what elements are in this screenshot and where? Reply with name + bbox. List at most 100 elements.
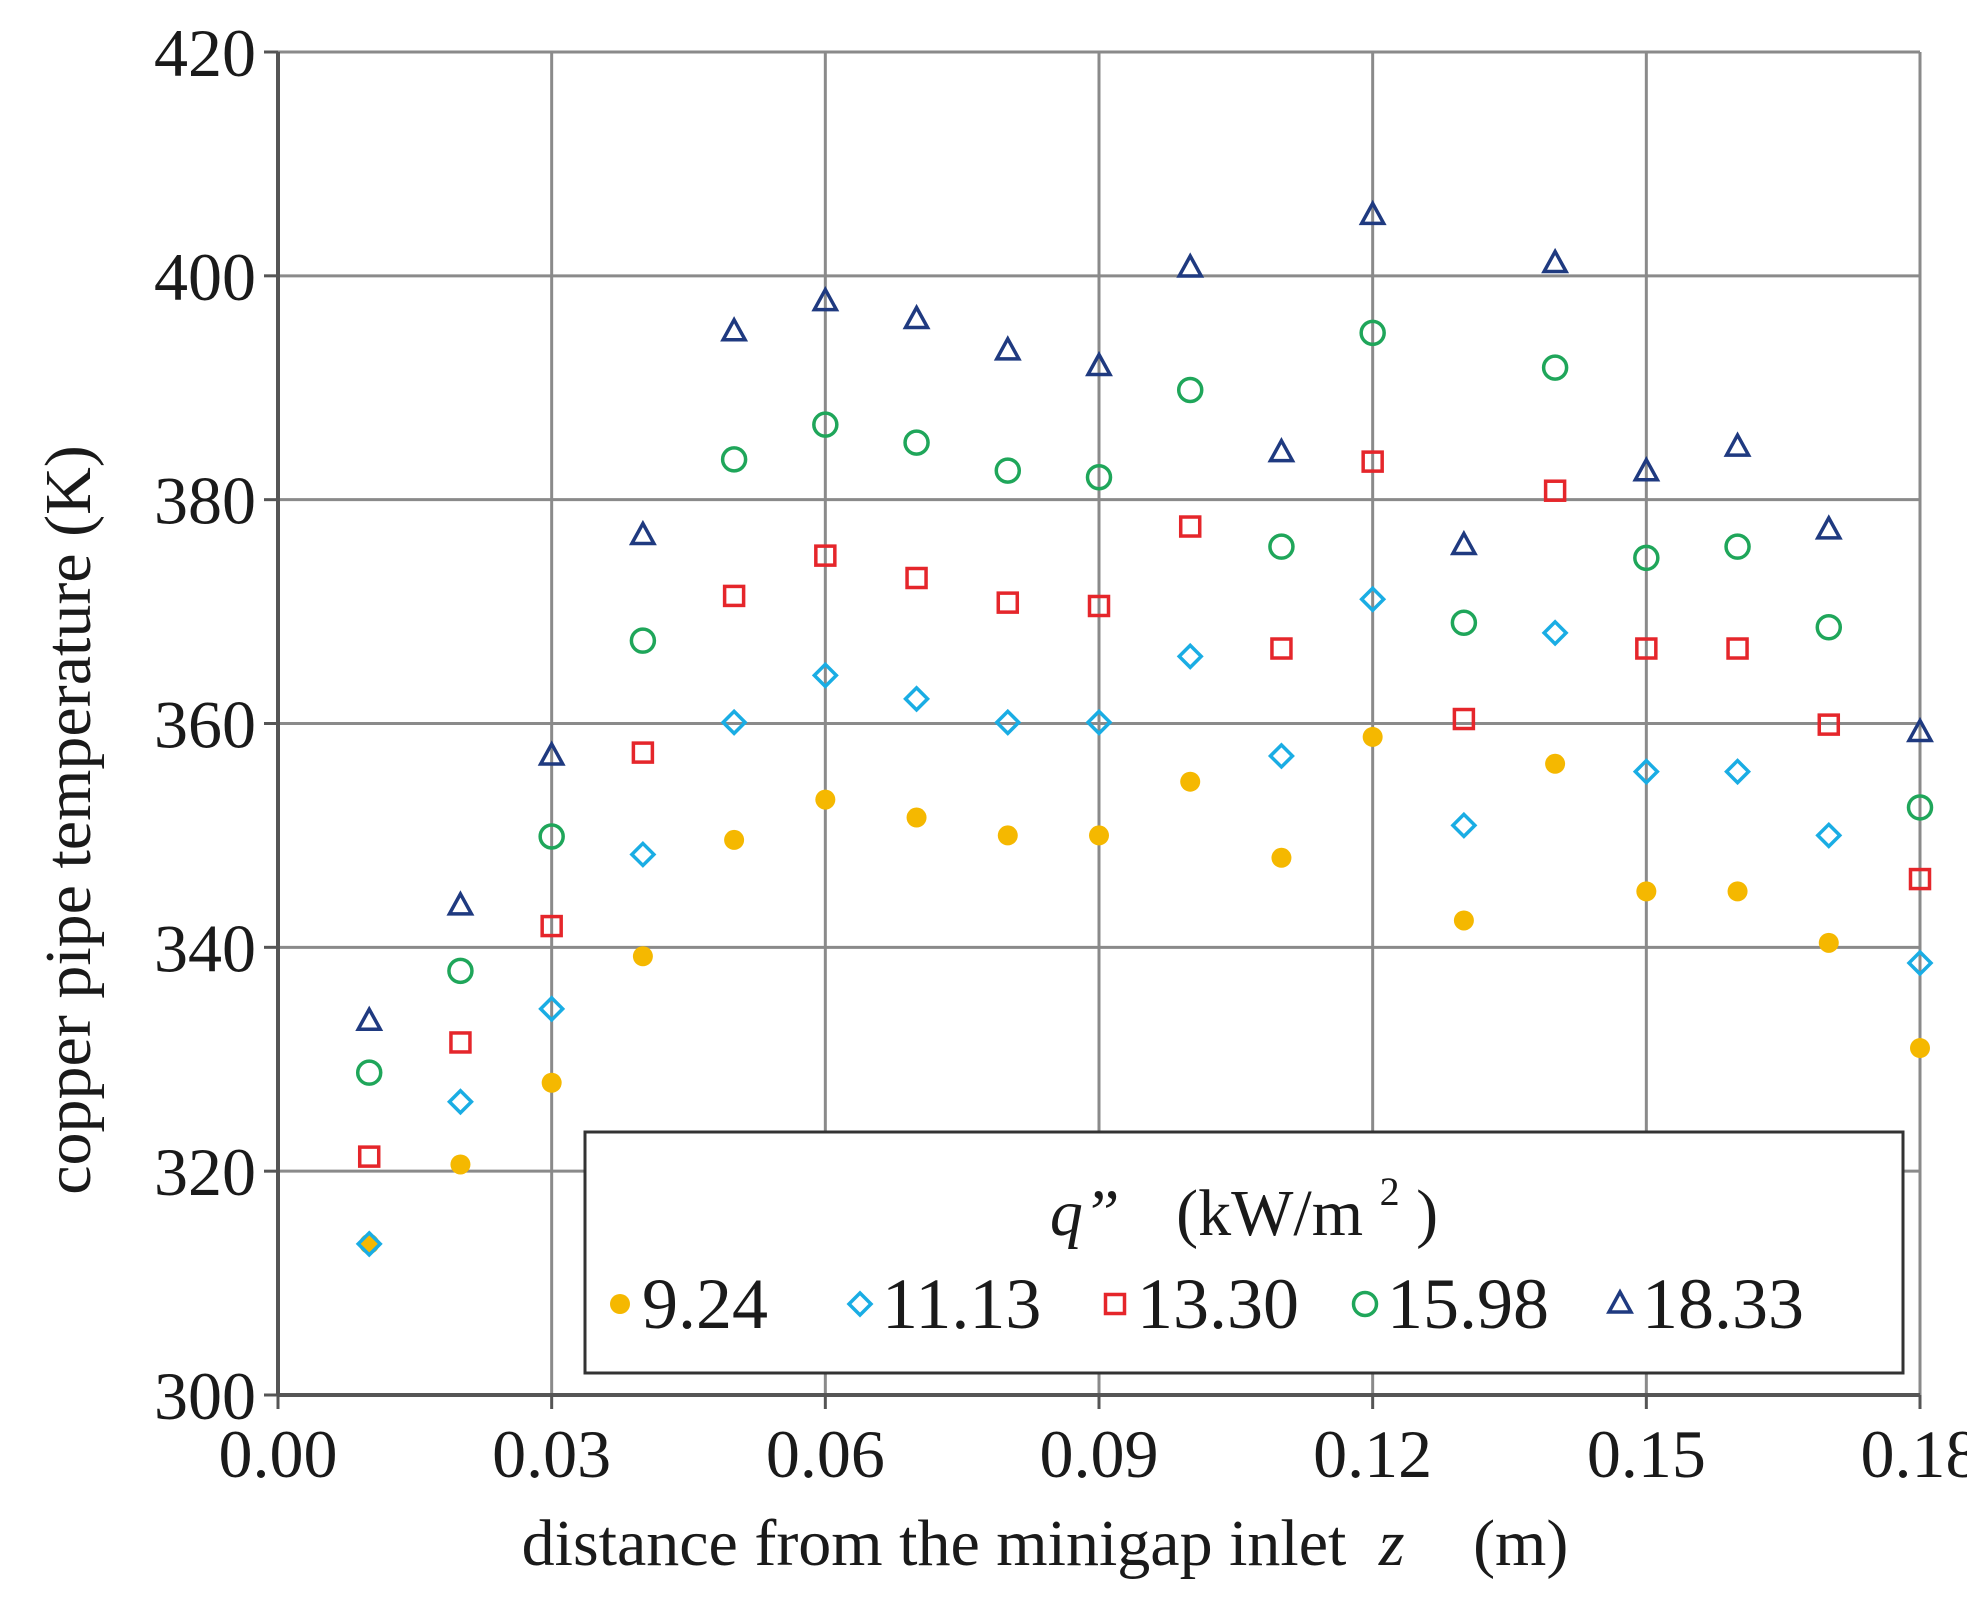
legend-item: 13.30	[1103, 1264, 1299, 1344]
data-point	[724, 829, 745, 850]
data-point	[1815, 821, 1843, 849]
x-axis-title: distance from the minigap inlet z (m)	[522, 1507, 1569, 1580]
data-point	[1268, 533, 1295, 560]
data-point	[1727, 881, 1748, 902]
legend-title-unit-sup: 2	[1380, 1169, 1400, 1214]
data-point	[629, 627, 657, 654]
x-tick-label: 0.09	[1040, 1416, 1159, 1492]
series-13.30	[357, 450, 1932, 1168]
x-axis-title-unit: (m)	[1473, 1507, 1568, 1580]
series-18.33	[355, 199, 1934, 1031]
data-point	[1449, 529, 1478, 556]
data-point	[1543, 479, 1567, 502]
data-point	[1361, 450, 1384, 473]
data-point	[628, 519, 657, 546]
data-point	[359, 1233, 380, 1254]
data-point	[812, 411, 839, 438]
legend-marker	[1103, 1292, 1127, 1316]
y-tick-label: 400	[154, 239, 256, 315]
data-point	[720, 708, 748, 736]
data-point	[722, 584, 746, 608]
data-point	[906, 807, 927, 828]
data-point	[1632, 456, 1661, 482]
data-point	[357, 1145, 381, 1168]
data-point	[538, 995, 566, 1023]
data-point	[993, 335, 1022, 361]
data-point	[1635, 637, 1658, 660]
x-tick-label: 0.18	[1861, 1416, 1967, 1492]
legend-box	[583, 1130, 1905, 1375]
data-point	[1815, 614, 1843, 641]
data-point	[450, 1154, 471, 1175]
x-tick-label: 0.00	[219, 1416, 338, 1492]
data-point	[811, 661, 839, 689]
data-point	[1359, 585, 1387, 613]
data-point	[449, 1031, 472, 1054]
data-point	[632, 946, 653, 967]
series-9.24	[359, 726, 1930, 1254]
legend-title-unit-close: )	[1416, 1177, 1438, 1250]
legend-item: 9.24	[610, 1264, 768, 1344]
legend-label: 15.98	[1387, 1264, 1549, 1344]
y-tick-label: 340	[154, 910, 256, 986]
data-point	[1176, 642, 1204, 670]
series-11.13	[355, 585, 1934, 1258]
data-point	[1087, 594, 1111, 618]
y-tick-label: 320	[154, 1134, 256, 1210]
data-point	[1541, 247, 1570, 274]
legend-item: 11.13	[846, 1264, 1041, 1344]
data-point	[1362, 726, 1383, 747]
data-point	[1545, 753, 1566, 774]
data-point	[1089, 825, 1109, 846]
data-point	[903, 685, 931, 713]
legend-label: 9.24	[642, 1264, 768, 1344]
data-point	[1452, 707, 1476, 731]
data-point	[1814, 514, 1843, 540]
data-point	[1178, 515, 1202, 538]
data-point	[1636, 881, 1657, 902]
data-point	[1085, 464, 1113, 491]
y-axis-title: copper pipe temperature (K)	[32, 445, 105, 1194]
axes	[264, 50, 1922, 1409]
data-point	[1908, 867, 1932, 891]
data-point	[1541, 619, 1569, 647]
data-point	[814, 544, 837, 567]
data-point	[1450, 609, 1478, 637]
data-point	[997, 825, 1018, 846]
legend-item: 15.98	[1351, 1264, 1549, 1344]
data-point	[902, 303, 931, 330]
data-point	[355, 1059, 383, 1086]
data-point	[811, 285, 840, 312]
data-point	[1726, 637, 1749, 660]
x-axis-title-var: z	[1378, 1507, 1405, 1580]
data-point	[1906, 949, 1934, 977]
series-15.98	[355, 319, 1934, 1086]
legend-title: q” (kW/m 2 )	[1050, 1147, 1438, 1250]
legend-title-var: q”	[1050, 1177, 1120, 1250]
x-tick-label: 0.15	[1587, 1416, 1706, 1492]
data-point	[1723, 431, 1752, 457]
legend-items: 9.24 11.13 13.30 15.98 18.33	[610, 1264, 1804, 1344]
tick-labels: 0.00 0.03 0.06 0.09 0.12 0.15 0.18 300 320 340 360…	[154, 15, 1967, 1492]
y-tick-label: 380	[154, 463, 256, 539]
data-point	[538, 823, 565, 850]
data-point	[994, 708, 1022, 736]
data-point	[1818, 932, 1839, 953]
data-point	[1358, 199, 1387, 226]
data-point	[1267, 742, 1295, 770]
data-point	[1906, 716, 1934, 743]
legend-label: 11.13	[882, 1264, 1041, 1344]
data-point	[1724, 758, 1752, 786]
data-point	[355, 1230, 383, 1258]
y-tick-label: 300	[154, 1358, 256, 1434]
data-point	[1910, 1038, 1930, 1059]
data-point	[1271, 847, 1292, 868]
data-point	[903, 429, 930, 456]
data-point	[1176, 252, 1205, 278]
legend-label: 13.30	[1137, 1264, 1299, 1344]
x-tick-label: 0.12	[1313, 1416, 1432, 1492]
data-point	[1085, 708, 1113, 736]
data-point	[720, 446, 748, 473]
